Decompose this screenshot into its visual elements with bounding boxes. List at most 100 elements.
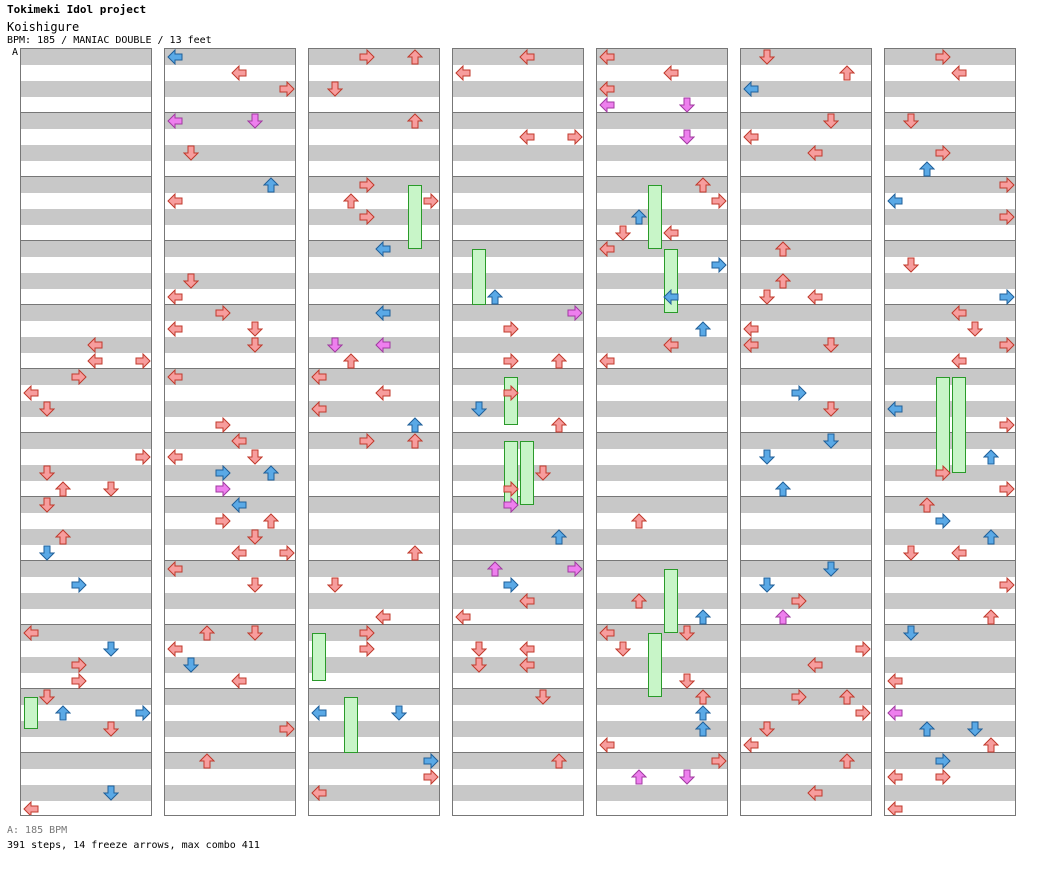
beat-stripe — [309, 721, 439, 737]
beat-stripe — [165, 113, 295, 129]
arrow-right-icon — [711, 752, 727, 770]
chart-column — [308, 48, 440, 816]
arrow-left-icon — [375, 304, 391, 322]
beat-stripe — [597, 273, 727, 289]
beat-stripe — [885, 337, 1015, 353]
beat-stripe — [309, 593, 439, 609]
measure-line — [21, 752, 151, 753]
beat-stripe — [21, 113, 151, 129]
measure-line — [597, 688, 727, 689]
beat-stripe — [309, 81, 439, 97]
arrow-right-icon — [935, 752, 951, 770]
beat-stripe — [309, 529, 439, 545]
measure-line — [453, 176, 583, 177]
arrow-down-icon — [678, 625, 696, 641]
arrow-right-icon — [503, 480, 519, 498]
beat-stripe — [21, 49, 151, 65]
beat-stripe — [165, 241, 295, 257]
arrow-left-icon — [519, 128, 535, 146]
arrow-left-icon — [807, 784, 823, 802]
beat-stripe — [597, 401, 727, 417]
beat-stripe — [885, 177, 1015, 193]
arrow-left-icon — [663, 336, 679, 354]
arrow-up-icon — [406, 433, 424, 449]
arrow-left-icon — [807, 288, 823, 306]
arrow-right-icon — [503, 576, 519, 594]
beat-stripe — [165, 657, 295, 673]
beat-stripe — [885, 721, 1015, 737]
arrow-up-icon — [486, 561, 504, 577]
beat-stripe — [453, 561, 583, 577]
beat-stripe — [885, 561, 1015, 577]
arrow-down-icon — [966, 721, 984, 737]
arrow-up-icon — [838, 689, 856, 705]
beat-stripe — [309, 145, 439, 161]
beat-stripe — [597, 209, 727, 225]
beat-stripe — [453, 593, 583, 609]
measure-line — [165, 752, 295, 753]
arrow-down-icon — [902, 625, 920, 641]
chart-column — [740, 48, 872, 816]
beat-stripe — [741, 177, 871, 193]
arrow-up-icon — [694, 177, 712, 193]
beat-stripe — [309, 337, 439, 353]
arrow-left-icon — [231, 496, 247, 514]
beat-stripe — [741, 241, 871, 257]
arrow-up-icon — [406, 545, 424, 561]
measure-line — [309, 368, 439, 369]
beat-stripe — [597, 49, 727, 65]
beat-stripe — [597, 593, 727, 609]
arrow-right-icon — [503, 384, 519, 402]
beat-stripe — [597, 497, 727, 513]
measure-line — [453, 752, 583, 753]
arrow-right-icon — [423, 752, 439, 770]
measure-line — [885, 560, 1015, 561]
beat-stripe — [597, 241, 727, 257]
arrow-right-icon — [135, 704, 151, 722]
beat-stripe — [21, 433, 151, 449]
arrow-right-icon — [135, 448, 151, 466]
arrow-left-icon — [951, 544, 967, 562]
freeze-arrow — [520, 441, 534, 505]
beat-stripe — [165, 145, 295, 161]
arrow-right-icon — [71, 672, 87, 690]
beat-stripe — [741, 401, 871, 417]
arrow-left-icon — [807, 656, 823, 674]
measure-line — [885, 752, 1015, 753]
beat-stripe — [597, 305, 727, 321]
arrow-right-icon — [791, 384, 807, 402]
beat-stripe — [21, 241, 151, 257]
arrow-up-icon — [694, 705, 712, 721]
beat-stripe — [453, 145, 583, 161]
arrow-up-icon — [694, 689, 712, 705]
arrow-left-icon — [87, 352, 103, 370]
measure-line — [309, 304, 439, 305]
beat-stripe — [453, 401, 583, 417]
beat-stripe — [21, 273, 151, 289]
arrow-right-icon — [359, 176, 375, 194]
arrow-left-icon — [887, 672, 903, 690]
arrow-left-icon — [743, 80, 759, 98]
arrow-up-icon — [774, 609, 792, 625]
arrow-down-icon — [246, 337, 264, 353]
arrow-down-icon — [758, 449, 776, 465]
beat-stripe — [309, 497, 439, 513]
arrow-left-icon — [807, 144, 823, 162]
arrow-right-icon — [71, 368, 87, 386]
arrow-left-icon — [375, 336, 391, 354]
beat-stripe — [597, 529, 727, 545]
measure-line — [885, 368, 1015, 369]
beat-stripe — [21, 785, 151, 801]
beat-stripe — [453, 465, 583, 481]
beat-stripe — [885, 433, 1015, 449]
measure-line — [453, 560, 583, 561]
beat-stripe — [741, 657, 871, 673]
freeze-arrow — [952, 377, 966, 473]
beat-stripe — [309, 689, 439, 705]
arrow-left-icon — [455, 64, 471, 82]
bpm-marker-label: A — [12, 47, 19, 58]
arrow-down-icon — [822, 561, 840, 577]
arrow-up-icon — [550, 529, 568, 545]
beat-stripe — [453, 657, 583, 673]
arrow-right-icon — [359, 624, 375, 642]
